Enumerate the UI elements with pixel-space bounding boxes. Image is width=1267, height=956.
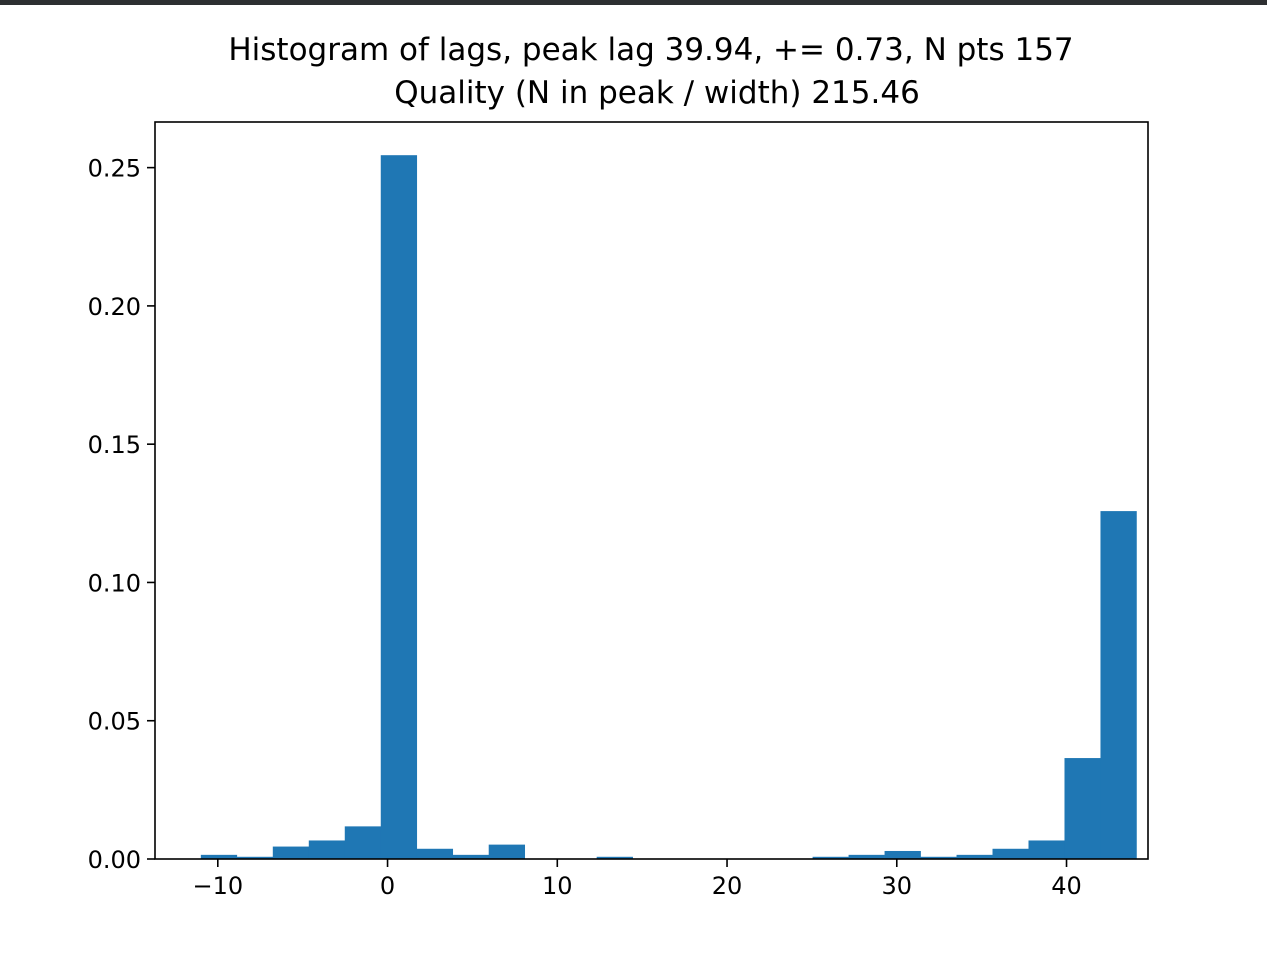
chart-subtitle: Quality (N in peak / width) 215.46	[394, 75, 920, 111]
window-top-strip	[0, 0, 1267, 5]
histogram-bar	[488, 844, 526, 859]
histogram-bar	[1064, 758, 1101, 859]
x-tick-label: 40	[1051, 872, 1082, 900]
bars-group	[200, 155, 1137, 859]
y-tick-label: 0.10	[88, 569, 141, 597]
histogram-bar	[344, 826, 382, 859]
histogram-bar	[884, 850, 921, 859]
histogram-bar	[416, 848, 454, 859]
histogram-bar	[920, 856, 957, 859]
histogram-bar	[1028, 840, 1065, 859]
histogram-bar	[452, 854, 490, 859]
histogram-bar	[848, 854, 885, 859]
histogram-bar	[308, 840, 346, 859]
histogram-bar	[812, 856, 849, 859]
y-tick-label: 0.15	[88, 431, 141, 459]
histogram-bar	[992, 848, 1029, 859]
y-axis: 0.00 0.05 0.10 0.15 0.20 0.25	[88, 155, 155, 874]
x-tick-label: 10	[542, 872, 573, 900]
y-tick-label: 0.20	[88, 293, 141, 321]
x-tick-label: 20	[712, 872, 743, 900]
x-tick-label: −10	[192, 872, 243, 900]
histogram-bar	[272, 846, 310, 859]
histogram-bar	[236, 856, 274, 859]
histogram-bar	[380, 155, 418, 859]
y-tick-label: 0.25	[88, 155, 141, 183]
y-tick-label: 0.00	[88, 846, 141, 874]
histogram-bar	[1100, 511, 1137, 859]
plot-frame	[154, 121, 1149, 860]
y-tick-label: 0.05	[88, 708, 141, 736]
x-tick-label: 30	[882, 872, 913, 900]
histogram-bar	[956, 854, 993, 859]
x-axis: −10 0 10 20 30 40	[192, 859, 1082, 900]
x-tick-label: 0	[380, 872, 395, 900]
histogram-bar	[596, 856, 633, 859]
histogram-bar	[200, 854, 238, 859]
chart-title: Histogram of lags, peak lag 39.94, += 0.…	[228, 32, 1073, 68]
